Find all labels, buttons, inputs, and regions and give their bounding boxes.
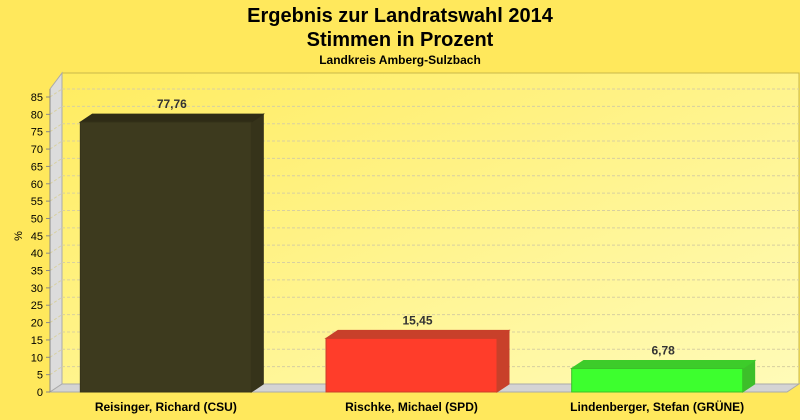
grid-line-side [49, 175, 63, 185]
grid-line-side [49, 348, 63, 358]
y-tick-label: 65 [31, 161, 43, 173]
y-tick-label: 20 [31, 318, 43, 330]
y-tick-label: 60 [31, 179, 43, 191]
bar [325, 337, 498, 393]
bar-top [324, 329, 511, 339]
y-tick-label: 50 [31, 213, 43, 225]
x-tick-label: Rischke, Michael (SPD) [345, 400, 478, 414]
y-tick-label: 40 [31, 248, 43, 260]
grid-line-side [49, 279, 63, 289]
y-tick-label: 0 [37, 387, 43, 399]
bar-side [496, 329, 510, 393]
plot-left-wall [49, 71, 63, 393]
bar-top [78, 113, 265, 123]
bar-side [250, 113, 264, 393]
grid-line-side [49, 210, 63, 219]
grid-line-side [49, 227, 63, 237]
chart-title: Ergebnis zur Landratswahl 2014 [247, 5, 554, 27]
y-tick-label: 55 [31, 196, 43, 208]
x-tick-label: Lindenberger, Stefan (GRÜNE) [570, 399, 744, 414]
chart-title-line2: Stimmen in Prozent [307, 29, 494, 51]
y-tick-label: 10 [31, 352, 43, 364]
data-label: 15,45 [402, 313, 432, 327]
data-label: 77,76 [157, 97, 187, 111]
grid-line-side [49, 105, 63, 115]
y-tick-label: 80 [31, 109, 43, 121]
grid-line-side [49, 296, 63, 306]
y-tick-label: 25 [31, 300, 43, 312]
y-tick-label: 75 [31, 127, 43, 139]
y-tick-label: 35 [31, 266, 43, 278]
data-label: 6,78 [651, 343, 675, 357]
y-tick-label: 5 [37, 370, 43, 382]
y-tick-label: 15 [31, 335, 43, 347]
grid-line-side [49, 123, 63, 133]
grid-line-side [49, 192, 63, 202]
grid-line-side [49, 157, 63, 167]
x-tick-label: Reisinger, Richard (CSU) [95, 400, 237, 414]
grid-line-side [49, 331, 63, 341]
chart-subtitle: Landkreis Amberg-Sulzbach [319, 53, 481, 67]
grid-line-side [49, 244, 63, 254]
y-tick-label: 85 [31, 92, 43, 104]
grid-line-side [49, 314, 63, 324]
grid-line-side [49, 262, 63, 271]
y-tick-label: 45 [31, 231, 43, 243]
bar [571, 367, 744, 393]
bar [79, 121, 252, 393]
grid-line-side [49, 366, 63, 376]
y-axis-label: % [13, 231, 25, 241]
bar-top [570, 359, 757, 369]
grid-line-side [49, 88, 63, 98]
y-tick-label: 70 [31, 144, 43, 156]
grid-line-side [49, 140, 63, 150]
y-tick-label: 30 [31, 283, 43, 295]
